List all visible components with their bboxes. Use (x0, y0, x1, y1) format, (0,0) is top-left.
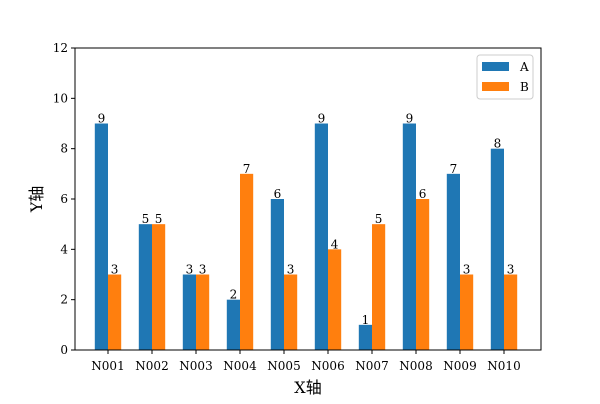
y-tick-label: 10 (53, 91, 68, 105)
bar-b-n003 (196, 274, 210, 350)
bar-a-n005 (270, 199, 284, 350)
y-tick-label: 12 (53, 41, 68, 55)
x-axis-label: X轴 (294, 378, 321, 397)
y-axis-label: Y轴 (27, 186, 46, 214)
data-label: 7 (450, 162, 458, 176)
x-tick-label: N004 (223, 359, 257, 373)
bar-a-n006 (314, 123, 328, 350)
x-tick-label: N001 (91, 359, 124, 373)
y-tick-label: 0 (60, 343, 68, 357)
data-label: 9 (406, 112, 414, 126)
data-label: 8 (494, 137, 502, 151)
data-label: 9 (318, 112, 326, 126)
data-label: 4 (331, 237, 339, 251)
bar-b-n010 (504, 274, 518, 350)
data-label: 6 (419, 187, 427, 201)
bar-a-n007 (358, 324, 372, 350)
bar-b-n009 (460, 274, 474, 350)
bar-b-n008 (416, 199, 430, 350)
data-label: 5 (375, 212, 383, 226)
x-tick-label: N010 (487, 359, 520, 373)
bar-a-n009 (446, 173, 460, 350)
legend-label-a: A (519, 60, 529, 74)
data-label: 9 (98, 112, 106, 126)
data-label: 3 (199, 263, 207, 277)
data-label: 3 (111, 263, 119, 277)
bar-a-n001 (94, 123, 108, 350)
legend-swatch-a (482, 62, 509, 71)
data-label: 3 (507, 263, 515, 277)
bar-a-n004 (226, 299, 240, 350)
bar-b-n002 (152, 224, 166, 350)
bar-b-n004 (240, 173, 254, 350)
legend: A B (476, 54, 534, 100)
x-tick-label: N005 (267, 359, 300, 373)
x-tick-label: N006 (311, 359, 344, 373)
y-tick-label: 8 (60, 142, 68, 156)
data-label: 5 (155, 212, 163, 226)
bar-b-n005 (284, 274, 298, 350)
y-tick-label: 6 (60, 192, 68, 206)
y-tick-label: 2 (60, 293, 68, 307)
data-label: 1 (362, 313, 370, 327)
data-label: 6 (274, 187, 282, 201)
y-tick-label: 4 (60, 242, 68, 256)
legend-swatch-b (482, 82, 509, 91)
bar-a-n002 (138, 224, 152, 350)
x-axis-ticks: N001 N002 N003 N004 N005 N006 N007 N008 N009 N010 (91, 350, 521, 373)
x-tick-label: N002 (135, 359, 168, 373)
bar-b-n006 (328, 249, 342, 350)
data-label: 5 (142, 212, 150, 226)
data-label: 3 (287, 263, 295, 277)
legend-label-b: B (520, 80, 529, 94)
data-label: 7 (243, 162, 251, 176)
data-label: 3 (463, 263, 471, 277)
x-tick-label: N003 (179, 359, 212, 373)
bar-a-n008 (402, 123, 416, 350)
bar-a-n003 (182, 274, 196, 350)
bar-a-n010 (490, 148, 504, 350)
bar-b-n007 (372, 224, 386, 350)
x-tick-label: N008 (399, 359, 432, 373)
data-label: 3 (186, 263, 194, 277)
x-tick-label: N009 (443, 359, 476, 373)
data-label: 2 (230, 288, 238, 302)
x-tick-label: N007 (355, 359, 388, 373)
y-axis-ticks: 0 2 4 6 8 10 12 (53, 41, 75, 357)
bars (94, 123, 518, 350)
bar-b-n001 (108, 274, 122, 350)
